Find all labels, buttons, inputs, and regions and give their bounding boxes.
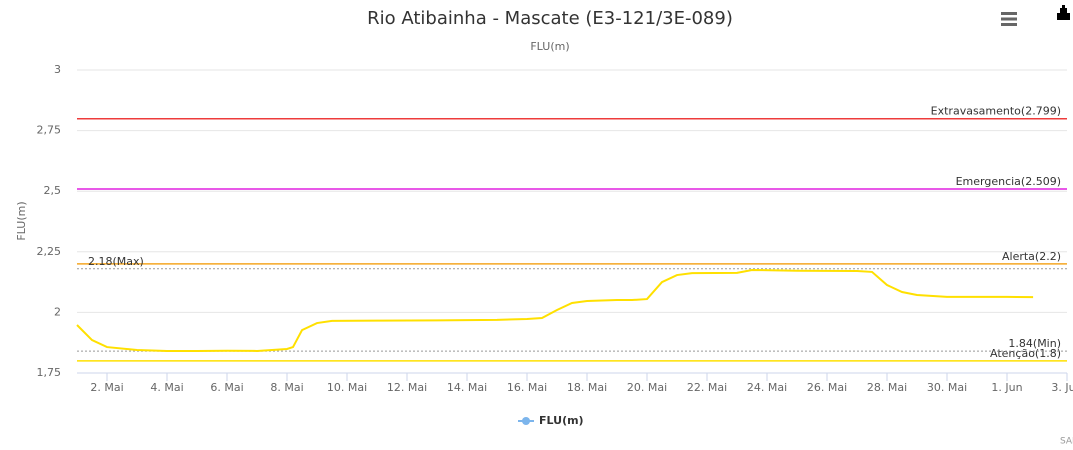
plot-line-label: 2.18(Max) (88, 255, 144, 268)
x-tick-label: 16. Mai (507, 381, 547, 394)
y-tick-label: 2 (54, 305, 61, 318)
x-tick-label: 26. Mai (807, 381, 847, 394)
y-tick-label: 2,25 (37, 245, 62, 258)
plot-line-label: Extravasamento(2.799) (931, 105, 1061, 118)
x-tick-label: 14. Mai (447, 381, 487, 394)
legend-label: FLU(m) (539, 414, 584, 427)
x-tick-label: 8. Mai (270, 381, 303, 394)
plot-line-label: Alerta(2.2) (1002, 250, 1061, 263)
credit: SAI (1060, 437, 1073, 447)
x-tick-label: 1. Jun (991, 381, 1022, 394)
x-tick-label: 4. Mai (150, 381, 183, 394)
x-tick-label: 10. Mai (327, 381, 367, 394)
x-tick-label: 24. Mai (747, 381, 787, 394)
y-tick-label: 2,75 (37, 124, 62, 137)
x-tick-label: 22. Mai (687, 381, 727, 394)
data-line (76, 268, 1034, 352)
x-tick-label: 2. Mai (90, 381, 123, 394)
y-tick-label: 3 (54, 63, 61, 76)
chart-subtitle: FLU(m) (530, 40, 569, 53)
x-tick-label: 30. Mai (927, 381, 967, 394)
plot-line-label: 1.84(Min) (1008, 337, 1061, 350)
y-axis-label: FLU(m) (15, 201, 28, 240)
x-tick-label: 20. Mai (627, 381, 667, 394)
x-tick-label: 28. Mai (867, 381, 907, 394)
legend-marker (522, 417, 530, 425)
y-tick-label: 1,75 (37, 366, 62, 379)
x-tick-label: 12. Mai (387, 381, 427, 394)
print-button[interactable] (1057, 5, 1070, 20)
x-tick-label: 3. Jun (1051, 381, 1073, 394)
x-tick-label: 6. Mai (210, 381, 243, 394)
menu-button[interactable] (1001, 12, 1017, 26)
y-tick-label: 2,5 (44, 184, 62, 197)
chart-title: Rio Atibainha - Mascate (E3-121/3E-089) (367, 8, 733, 29)
x-tick-label: 18. Mai (567, 381, 607, 394)
plot-line-label: Emergencia(2.509) (956, 175, 1061, 188)
plot-line-label: Atenção(1.8) (990, 347, 1061, 360)
